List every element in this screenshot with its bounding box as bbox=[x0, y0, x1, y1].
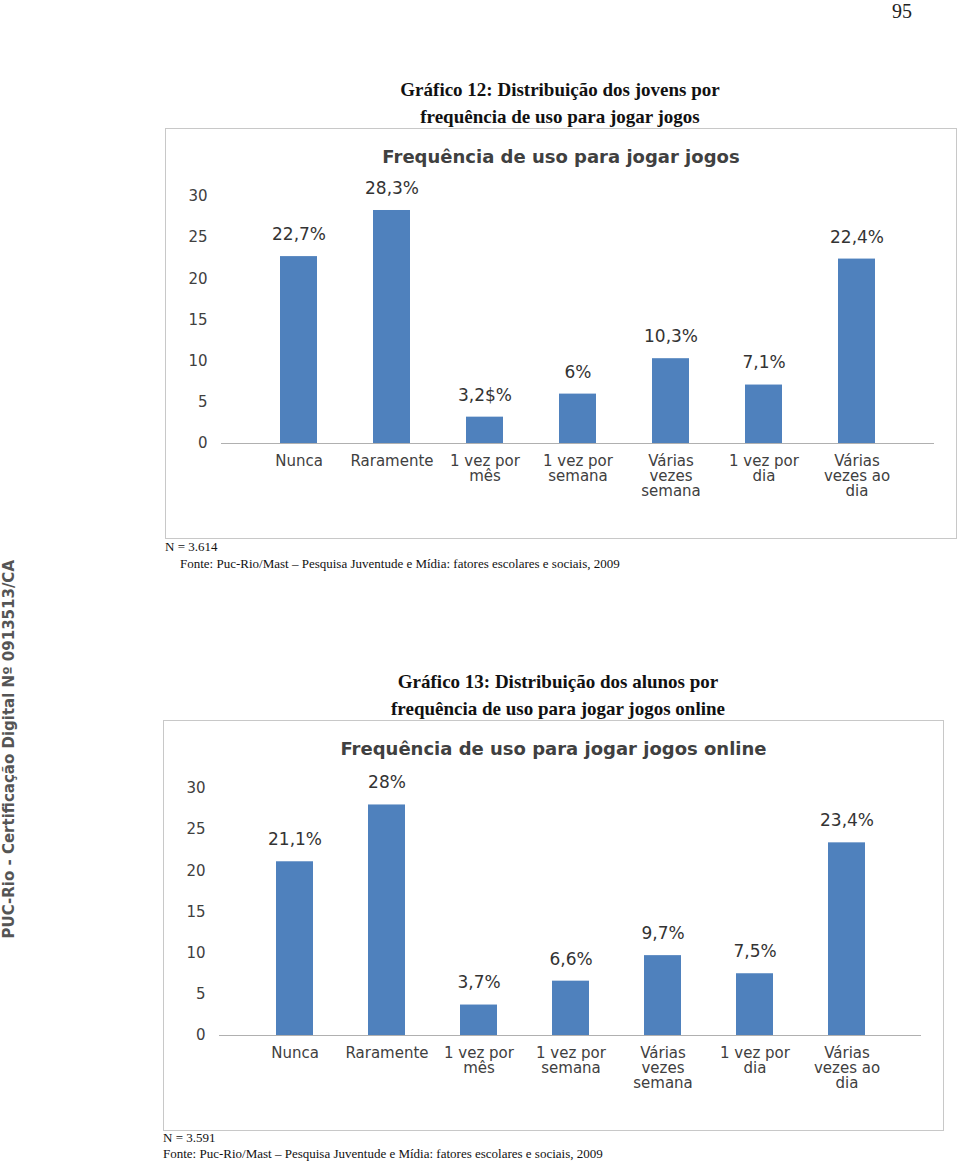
svg-text:Raramente: Raramente bbox=[345, 1044, 428, 1062]
svg-text:10: 10 bbox=[188, 352, 207, 370]
html-text:Frequência de uso para jogar j: Frequência de uso para jogar jogos bbox=[382, 146, 740, 167]
svg-text:3,7%: 3,7% bbox=[457, 972, 500, 992]
svg-text:Raramente: Raramente bbox=[350, 452, 433, 470]
svg-text:20: 20 bbox=[186, 862, 205, 880]
svg-text:1 vez pordia: 1 vez pordia bbox=[720, 1044, 791, 1077]
html-text:N = 3.614: N = 3.614 bbox=[165, 539, 218, 554]
svg-text:28%: 28% bbox=[368, 772, 406, 792]
svg-text:21,1%: 21,1% bbox=[268, 829, 322, 849]
html-text:Gráfico 13: Distribuição dos a: Gráfico 13: Distribuição dos alunos por bbox=[397, 671, 719, 692]
html-text:Frequência de uso para jogar j: Frequência de uso para jogar jogos onlin… bbox=[340, 738, 767, 759]
html-text:Gráfico 12: Distribuição dos j: Gráfico 12: Distribuição dos jovens por bbox=[400, 79, 720, 100]
svg-text:1 vez pormês: 1 vez pormês bbox=[450, 452, 521, 485]
svg-text:1 vez pormês: 1 vez pormês bbox=[444, 1044, 515, 1077]
svg-text:5: 5 bbox=[196, 985, 206, 1003]
svg-text:15: 15 bbox=[186, 903, 205, 921]
svg-text:10: 10 bbox=[186, 944, 205, 962]
svg-text:7,5%: 7,5% bbox=[733, 941, 776, 961]
svg-text:Nunca: Nunca bbox=[271, 1044, 319, 1062]
svg-text:22,7%: 22,7% bbox=[272, 224, 326, 244]
html-text:frequência de uso para jogar j: frequência de uso para jogar jogos bbox=[420, 106, 700, 127]
svg-text:Váriasvezes aodia: Váriasvezes aodia bbox=[814, 1044, 880, 1092]
svg-text:Váriasvezes aodia: Váriasvezes aodia bbox=[824, 452, 890, 500]
svg-text:30: 30 bbox=[188, 187, 207, 205]
svg-text:30: 30 bbox=[186, 779, 205, 797]
svg-text:Váriasvezessemana: Váriasvezessemana bbox=[641, 452, 701, 500]
svg-text:7,1%: 7,1% bbox=[742, 352, 785, 372]
html-text:Fonte: Puc-Rio/Mast – Pesquisa: Fonte: Puc-Rio/Mast – Pesquisa Juventude… bbox=[163, 1146, 603, 1161]
html-text:frequência de uso para jogar j: frequência de uso para jogar jogos onlin… bbox=[391, 698, 725, 719]
svg-text:5: 5 bbox=[198, 393, 208, 411]
svg-text:Nunca: Nunca bbox=[275, 452, 323, 470]
html-text:PUC-Rio - Certificação Digital: PUC-Rio - Certificação Digital Nº 091351… bbox=[0, 560, 18, 939]
svg-text:28,3%: 28,3% bbox=[365, 178, 419, 198]
svg-text:15: 15 bbox=[188, 311, 207, 329]
svg-text:25: 25 bbox=[188, 228, 207, 246]
html-text:Fonte: Puc-Rio/Mast – Pesquisa: Fonte: Puc-Rio/Mast – Pesquisa Juventude… bbox=[180, 556, 620, 571]
svg-text:25: 25 bbox=[186, 820, 205, 838]
svg-text:20: 20 bbox=[188, 270, 207, 288]
svg-text:10,3%: 10,3% bbox=[644, 326, 698, 346]
svg-text:0: 0 bbox=[198, 434, 208, 452]
svg-text:1 vez porsemana: 1 vez porsemana bbox=[543, 452, 614, 485]
svg-text:3,2$%: 3,2$% bbox=[458, 385, 512, 405]
html-text:N = 3.591: N = 3.591 bbox=[163, 1130, 216, 1145]
svg-text:6%: 6% bbox=[565, 362, 592, 382]
svg-text:1 vez porsemana: 1 vez porsemana bbox=[536, 1044, 607, 1077]
svg-text:23,4%: 23,4% bbox=[820, 810, 874, 830]
html-text:95: 95 bbox=[892, 0, 912, 22]
svg-text:6,6%: 6,6% bbox=[549, 949, 592, 969]
svg-text:9,7%: 9,7% bbox=[641, 923, 684, 943]
svg-text:0: 0 bbox=[196, 1026, 206, 1044]
svg-text:Váriasvezessemana: Váriasvezessemana bbox=[633, 1044, 693, 1092]
svg-text:1 vez pordia: 1 vez pordia bbox=[729, 452, 800, 485]
svg-text:22,4%: 22,4% bbox=[830, 227, 884, 247]
